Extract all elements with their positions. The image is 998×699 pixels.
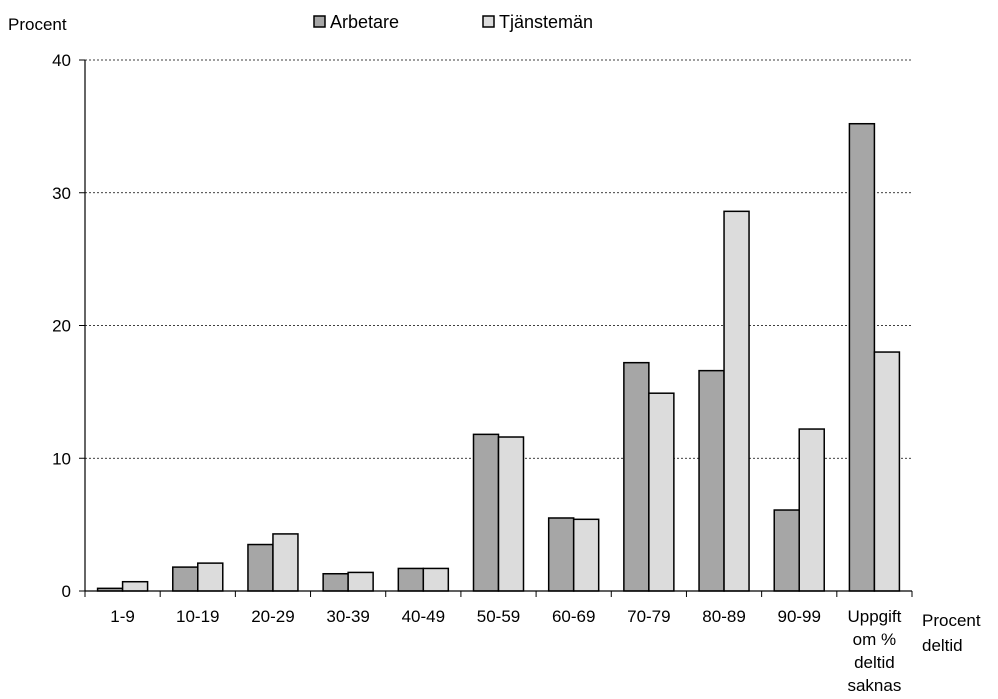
x-tick-label: 90-99	[777, 607, 820, 626]
bar	[197, 562, 224, 592]
bar	[347, 571, 374, 592]
bar	[848, 122, 876, 592]
bar	[397, 567, 425, 592]
x-tick-label: Uppgift om % deltid saknas	[847, 607, 901, 695]
x-tick-label: 10-19	[176, 607, 219, 626]
x-tick-label: 80-89	[702, 607, 745, 626]
x-tick-label-line: Uppgift	[847, 607, 901, 626]
bar	[472, 433, 500, 592]
x-tick-label: 30-39	[326, 607, 369, 626]
x-tick-label-line: 50-59	[477, 607, 520, 626]
x-tick-label-line: deltid	[854, 653, 895, 672]
y-tick-label: 20	[52, 317, 71, 336]
bar	[773, 509, 800, 592]
x-tick-label-line: 60-69	[552, 607, 595, 626]
gridlines	[85, 59, 912, 459]
bar	[798, 428, 825, 592]
x-tick-label-line: saknas	[847, 676, 901, 695]
bars	[96, 122, 901, 592]
legend-swatch	[313, 15, 326, 28]
bar	[497, 436, 525, 592]
bar	[623, 361, 650, 592]
y-tick-label: 10	[52, 449, 71, 468]
y-axis-label: Procent	[8, 15, 67, 34]
x-tick-label-line: 10-19	[176, 607, 219, 626]
x-tick-label-line: 30-39	[326, 607, 369, 626]
x-tick-label-line: 1-9	[110, 607, 135, 626]
bar	[422, 567, 450, 592]
legend: Arbetare Tjänstemän	[313, 12, 593, 32]
x-tick-label: 50-59	[477, 607, 520, 626]
bar	[547, 517, 575, 592]
axes	[79, 59, 913, 597]
y-tick-labels: 0 10 20 30 40	[52, 51, 71, 601]
y-tick-label: 0	[62, 582, 71, 601]
x-tick-label-line: 70-79	[627, 607, 670, 626]
bar	[322, 572, 349, 592]
bar	[172, 566, 199, 592]
x-axis-label-line: deltid	[922, 636, 963, 655]
legend-label: Tjänstemän	[499, 12, 593, 32]
bar	[272, 533, 299, 592]
x-tick-label: 1-9	[110, 607, 135, 626]
bar	[247, 543, 274, 592]
x-tick-labels: 1-9 10-19 20-29 30-39 40-49 50-59 60-69 70-79 80…	[110, 607, 901, 695]
x-axis-label: Procent deltid	[922, 611, 985, 655]
x-tick-label: 40-49	[402, 607, 445, 626]
y-tick-label: 30	[52, 184, 71, 203]
x-tick-label-line: 80-89	[702, 607, 745, 626]
bar	[873, 351, 901, 592]
legend-label: Arbetare	[330, 12, 399, 32]
x-tick-label: 70-79	[627, 607, 670, 626]
x-tick-label: 60-69	[552, 607, 595, 626]
x-tick-label-line: 40-49	[402, 607, 445, 626]
x-tick-label-line: om %	[853, 630, 896, 649]
bar	[698, 369, 725, 592]
legend-swatch	[482, 15, 495, 28]
x-axis-label-line: Procent	[922, 611, 981, 630]
bar	[121, 580, 149, 592]
x-tick-label-line: 90-99	[777, 607, 820, 626]
x-tick-label-line: 20-29	[251, 607, 294, 626]
bar	[723, 210, 750, 592]
y-tick-label: 40	[52, 51, 71, 70]
x-tick-label: 20-29	[251, 607, 294, 626]
bar	[648, 392, 675, 592]
bar	[572, 518, 600, 592]
